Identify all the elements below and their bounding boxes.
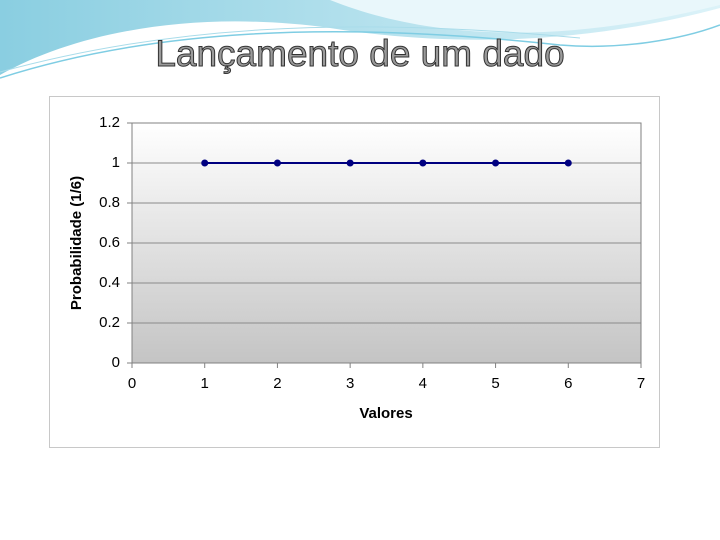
data-point — [492, 159, 500, 167]
x-axis-label: Valores — [359, 405, 412, 422]
x-tick-label: 4 — [419, 375, 427, 392]
y-tick-label: 0.4 — [99, 274, 120, 291]
x-tick-label: 0 — [128, 375, 136, 392]
x-tick-label: 3 — [346, 375, 354, 392]
decor-line — [0, 26, 581, 73]
data-point — [273, 159, 281, 167]
y-tick-label: 0 — [112, 354, 120, 371]
data-point — [346, 159, 354, 167]
y-tick-label: 0.2 — [99, 314, 120, 331]
data-point — [419, 159, 427, 167]
data-point — [201, 159, 209, 167]
y-tick-label: 0.6 — [99, 234, 120, 251]
x-tick-label: 1 — [201, 375, 209, 392]
y-tick-label: 0.8 — [99, 194, 120, 211]
y-tick-label: 1.2 — [99, 114, 120, 131]
x-tick-label: 7 — [637, 375, 645, 392]
decor-line — [0, 24, 720, 79]
data-point — [564, 159, 572, 167]
x-tick-label: 6 — [564, 375, 572, 392]
plot-border — [131, 122, 642, 364]
decor-swoosh — [330, 0, 720, 33]
x-tick-label: 2 — [273, 375, 281, 392]
y-axis-label: Probabilidade (1/6) — [68, 176, 85, 310]
y-tick-label: 1 — [112, 154, 120, 171]
slide-title: Lançamento de um dado — [155, 33, 564, 74]
x-tick-label: 5 — [491, 375, 499, 392]
